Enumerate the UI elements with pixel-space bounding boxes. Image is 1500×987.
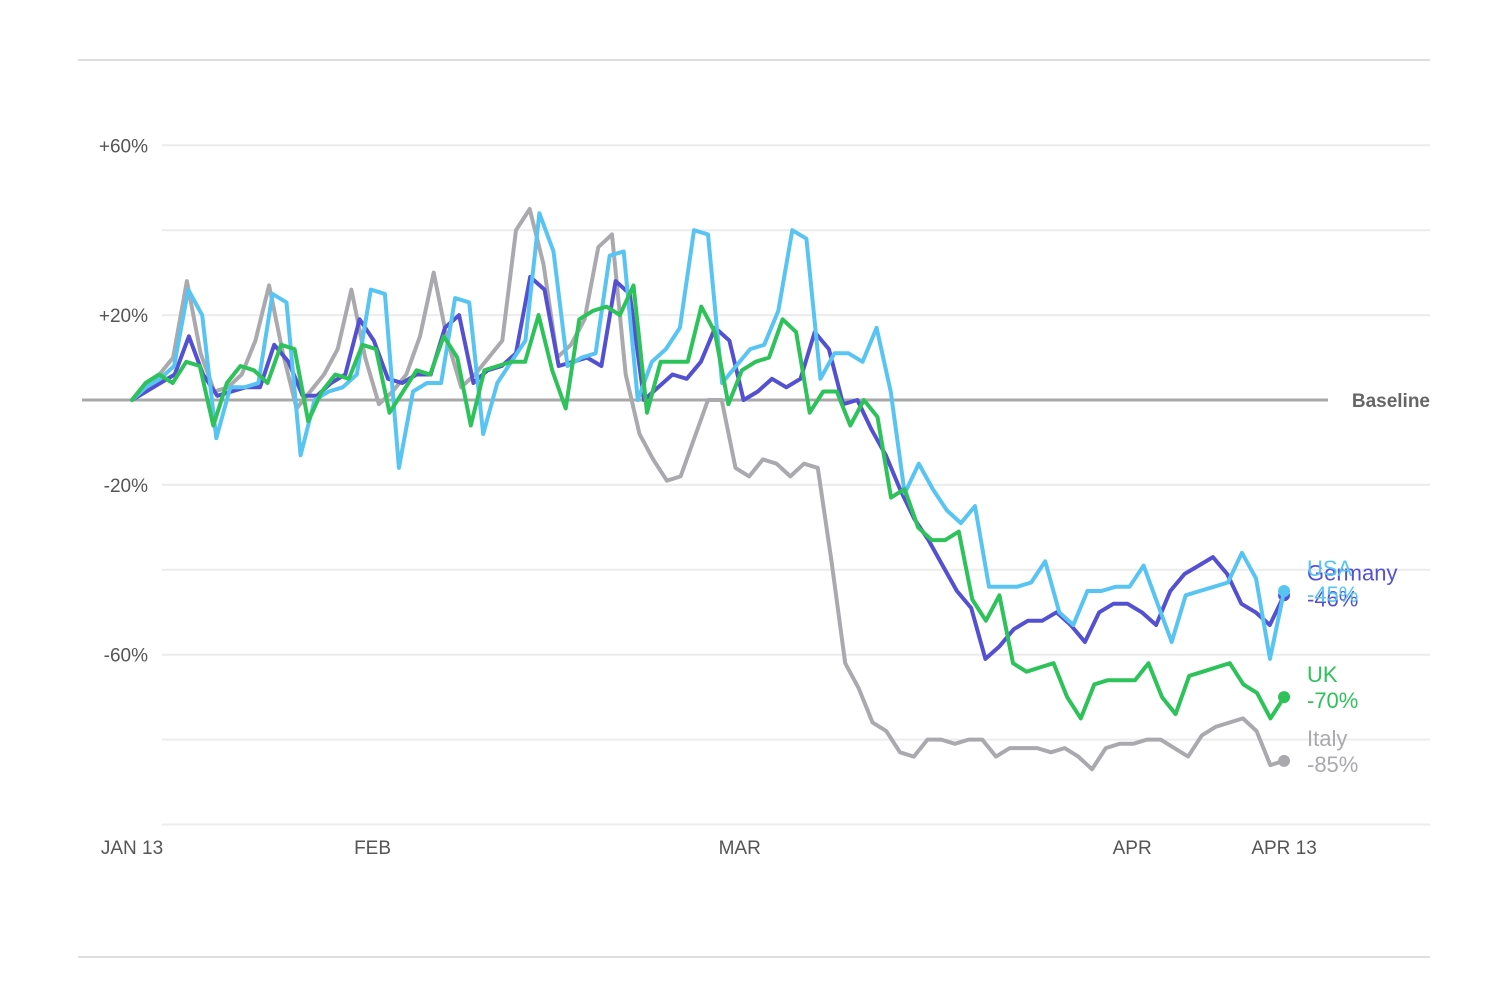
x-tick-label: APR 13: [1251, 838, 1316, 859]
series-name-italy: Italy: [1307, 726, 1347, 751]
series-end-point-italy: [1278, 754, 1291, 767]
y-tick-label: +60%: [99, 136, 148, 157]
series-value-uk: -70%: [1307, 688, 1358, 713]
gridlines: [162, 144, 1430, 826]
baseline-label: Baseline: [1352, 391, 1430, 412]
series-value-usa: -45%: [1307, 582, 1358, 607]
series-line-uk: [130, 283, 1287, 721]
series-end-point-usa: [1278, 585, 1291, 598]
series-value-italy: -85%: [1307, 752, 1358, 777]
series-line-usa: [130, 211, 1287, 661]
x-axis-ticks: JAN 13 FEB MAR APR APR 13: [101, 838, 1317, 859]
series-line-germany: [130, 274, 1287, 661]
series-line-italy: [130, 207, 1287, 772]
x-tick-label: MAR: [719, 838, 761, 859]
series-name-germany: Germany: [1307, 560, 1397, 585]
x-tick-label: APR: [1113, 838, 1152, 859]
y-tick-label: -20%: [104, 476, 148, 497]
series-name-uk: UK: [1307, 662, 1338, 687]
x-tick-label: FEB: [354, 838, 391, 859]
x-tick-label: JAN 13: [101, 838, 163, 859]
series-end-labels: Italy-85% Germany-46% USA-45% UK-70%: [1307, 556, 1397, 777]
series-name-usa: USA: [1307, 556, 1353, 581]
series-lines: [130, 207, 1291, 772]
y-tick-label: +20%: [99, 306, 148, 327]
chart-frame: [78, 59, 1430, 958]
series-end-point-uk: [1278, 691, 1291, 704]
y-tick-label: -60%: [104, 646, 148, 667]
series-value-germany: -46%: [1307, 586, 1358, 611]
baseline: Baseline: [82, 391, 1430, 412]
y-axis-ticks: +60% +20% -20% -60%: [99, 136, 148, 666]
